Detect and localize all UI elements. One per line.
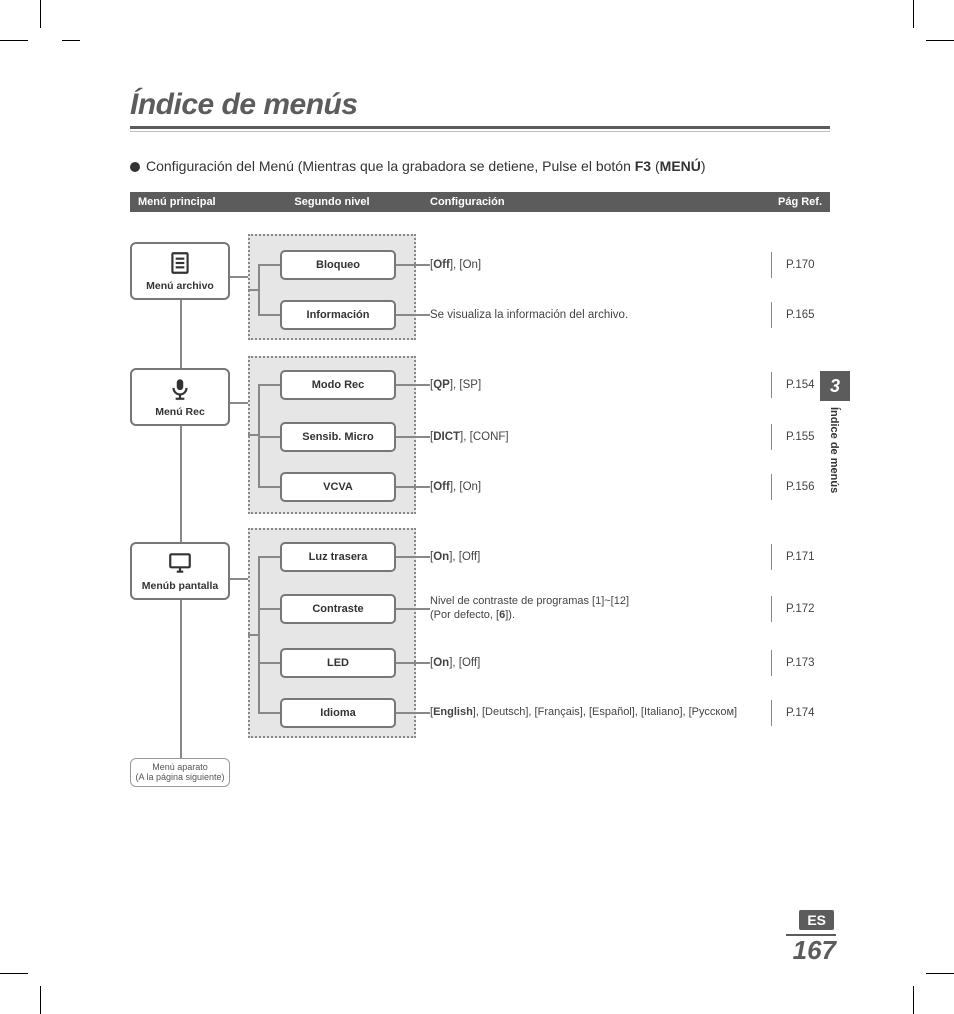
tree-trunk bbox=[180, 292, 182, 768]
l2-luz: Luz trasera bbox=[280, 542, 396, 572]
l2-informacion: Información bbox=[280, 300, 396, 330]
l2-bloqueo: Bloqueo bbox=[280, 250, 396, 280]
page-title: Índice de menús bbox=[130, 88, 830, 122]
page-content: Índice de menús Configuración del Menú (… bbox=[130, 88, 830, 226]
table-header: Menú principal Segundo nivel Configuraci… bbox=[130, 192, 830, 212]
menu-archivo: Menú archivo bbox=[130, 242, 230, 300]
connector bbox=[230, 276, 248, 278]
row-idioma: [English], [Deutsch], [Français], [Españ… bbox=[430, 695, 828, 731]
menu-rec: Menú Rec bbox=[130, 368, 230, 426]
header-ref: Pág Ref. bbox=[760, 196, 830, 208]
ref-idioma: P.174 bbox=[786, 707, 828, 719]
intro-f3: F3 bbox=[635, 158, 651, 174]
chapter-number: 3 bbox=[820, 371, 850, 401]
header-main: Menú principal bbox=[130, 196, 242, 208]
intro-menu: MENÚ bbox=[660, 158, 701, 174]
title-rule-thin bbox=[130, 131, 830, 132]
menu-aparato-line1: Menú aparato bbox=[133, 762, 227, 772]
menu-archivo-label: Menú archivo bbox=[134, 280, 226, 292]
l2-led: LED bbox=[280, 648, 396, 678]
row-modorec: [QP], [SP] P.154 bbox=[430, 367, 828, 403]
menu-pantalla: Menúb pantalla bbox=[130, 542, 230, 600]
menu-aparato-line2: (A la página siguiente) bbox=[133, 772, 227, 782]
bullet-icon bbox=[130, 162, 140, 172]
row-contraste: Nivel de contraste de programas [1]~[12]… bbox=[430, 591, 828, 627]
intro-prefix: Configuración del Menú (Mientras que la … bbox=[146, 158, 635, 174]
ref-luz: P.171 bbox=[786, 551, 828, 563]
page-number: 167 bbox=[793, 935, 836, 966]
title-rule-thick bbox=[130, 126, 830, 129]
l2-vcva: VCVA bbox=[280, 472, 396, 502]
intro-text: Configuración del Menú (Mientras que la … bbox=[130, 158, 830, 174]
row-luz: [On], [Off] P.171 bbox=[430, 539, 828, 575]
ref-bloqueo: P.170 bbox=[786, 259, 828, 271]
chapter-title: Índice de menús bbox=[828, 407, 840, 493]
language-badge: ES bbox=[799, 910, 834, 930]
l2-contraste: Contraste bbox=[280, 594, 396, 624]
row-informacion: Se visualiza la información del archivo.… bbox=[430, 297, 828, 333]
row-sensib: [DICT], [CONF] P.155 bbox=[430, 419, 828, 455]
ref-contraste: P.172 bbox=[786, 603, 828, 615]
l2-idioma: Idioma bbox=[280, 698, 396, 728]
row-bloqueo: [Off], [On] P.170 bbox=[430, 247, 828, 283]
ref-informacion: P.165 bbox=[786, 309, 828, 321]
menu-aparato-cont: Menú aparato (A la página siguiente) bbox=[130, 758, 230, 787]
menu-pantalla-label: Menúb pantalla bbox=[134, 580, 226, 592]
monitor-icon bbox=[134, 550, 226, 576]
ref-led: P.173 bbox=[786, 657, 828, 669]
row-led: [On], [Off] P.173 bbox=[430, 645, 828, 681]
side-tab: 3 Índice de menús bbox=[820, 371, 850, 493]
menu-rec-label: Menú Rec bbox=[134, 406, 226, 418]
mic-icon bbox=[134, 376, 226, 402]
header-second: Segundo nivel bbox=[242, 196, 422, 208]
row-vcva: [Off], [On] P.156 bbox=[430, 469, 828, 505]
header-config: Configuración bbox=[422, 196, 760, 208]
l2-modorec: Modo Rec bbox=[280, 370, 396, 400]
file-icon bbox=[134, 250, 226, 276]
l2-sensib: Sensib. Micro bbox=[280, 422, 396, 452]
